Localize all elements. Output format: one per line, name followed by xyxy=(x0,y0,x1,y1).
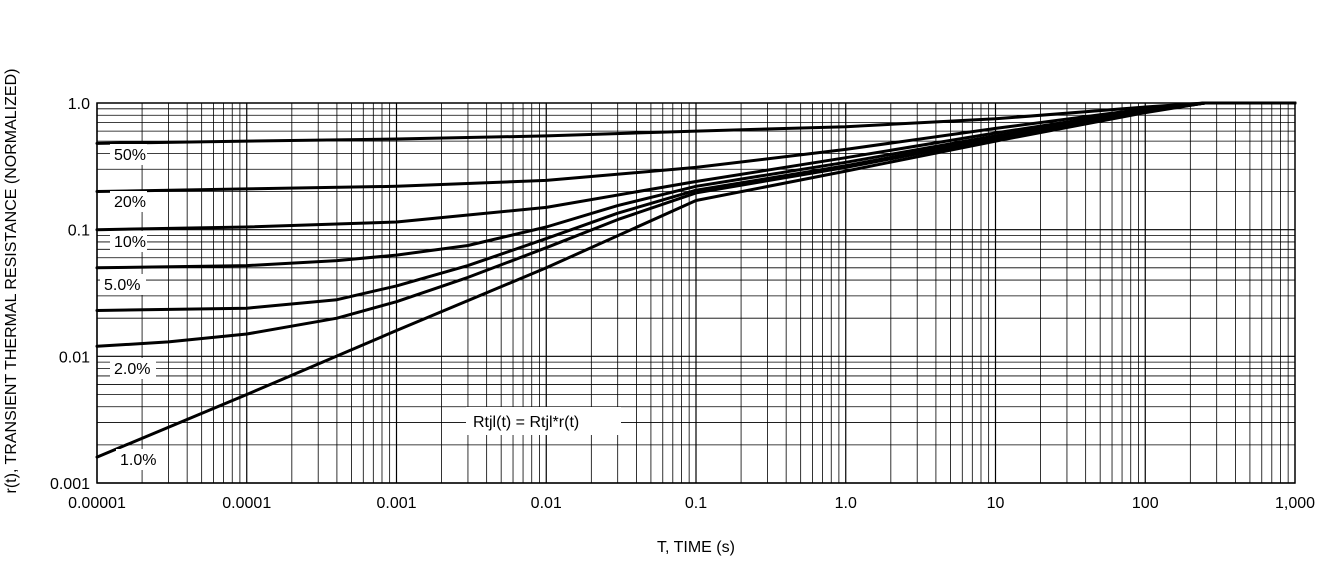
y-tick-label: 0.01 xyxy=(59,349,90,366)
plot-frame xyxy=(96,102,1296,484)
curve-label-bg xyxy=(110,144,147,165)
annotation: Rtjl(t) = Rtjl*r(t) xyxy=(466,407,621,435)
annotation-bg xyxy=(466,407,621,435)
x-tick-labels: 0.00001 0.0001 0.001 0.01 0.1 1.0 10 100 1,000 xyxy=(68,495,1315,512)
curve-label: 10% xyxy=(114,234,146,251)
curve-label-bg xyxy=(110,358,156,379)
annotation-text: Rtjl(t) = Rtjl*r(t) xyxy=(473,414,579,431)
x-axis-label: T, TIME (s) xyxy=(657,539,735,556)
curve-labels: 50% 20% 10% 5.0% 2.0% 1.0% xyxy=(100,144,162,470)
y-tick-labels: 0.001 0.01 0.1 1.0 xyxy=(50,96,90,493)
grid xyxy=(96,102,1296,484)
series-line xyxy=(95,101,1297,459)
curves xyxy=(95,101,1297,459)
x-tick-label: 0.00001 xyxy=(68,495,126,512)
y-tick-label: 0.1 xyxy=(68,223,90,240)
curve-label: 20% xyxy=(114,194,146,211)
curve-label-bg xyxy=(110,231,147,252)
x-tick-label: 0.001 xyxy=(376,495,416,512)
curve-label-bg xyxy=(116,449,162,470)
x-tick-label: 1.0 xyxy=(835,495,857,512)
x-tick-label: 100 xyxy=(1132,495,1159,512)
x-tick-label: 0.1 xyxy=(685,495,707,512)
x-tick-label: 0.0001 xyxy=(222,495,271,512)
curve-label-bg xyxy=(100,274,146,295)
curve-label-bg xyxy=(110,191,147,212)
y-tick-label: 0.001 xyxy=(50,476,90,493)
y-tick-label: 1.0 xyxy=(68,96,90,113)
x-tick-label: 0.01 xyxy=(531,495,562,512)
x-tick-label: 1,000 xyxy=(1275,495,1315,512)
curve-label: 5.0% xyxy=(104,277,140,294)
y-axis-label: r(t), TRANSIENT THERMAL RESISTANCE (NORM… xyxy=(3,69,20,494)
curve-label: 50% xyxy=(114,147,146,164)
curve-label: 1.0% xyxy=(120,452,156,469)
curve-label: 2.0% xyxy=(114,361,150,378)
x-tick-label: 10 xyxy=(987,495,1005,512)
